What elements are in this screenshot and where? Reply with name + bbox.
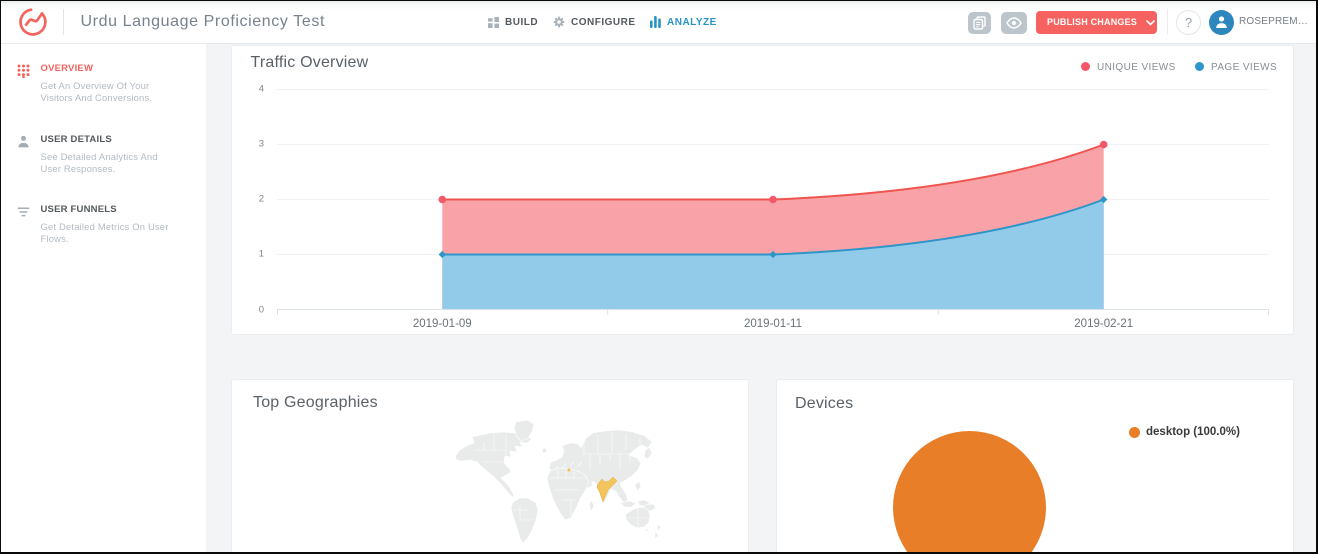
- svg-text:2019-01-09: 2019-01-09: [413, 318, 472, 330]
- svg-text:2019-01-11: 2019-01-11: [744, 318, 802, 330]
- svg-text:0: 0: [259, 305, 264, 316]
- svg-text:1: 1: [259, 249, 264, 260]
- svg-text:3: 3: [259, 139, 264, 150]
- svg-text:2019-02-21: 2019-02-21: [1074, 318, 1133, 330]
- svg-text:2: 2: [259, 194, 264, 205]
- svg-text:4: 4: [259, 84, 264, 95]
